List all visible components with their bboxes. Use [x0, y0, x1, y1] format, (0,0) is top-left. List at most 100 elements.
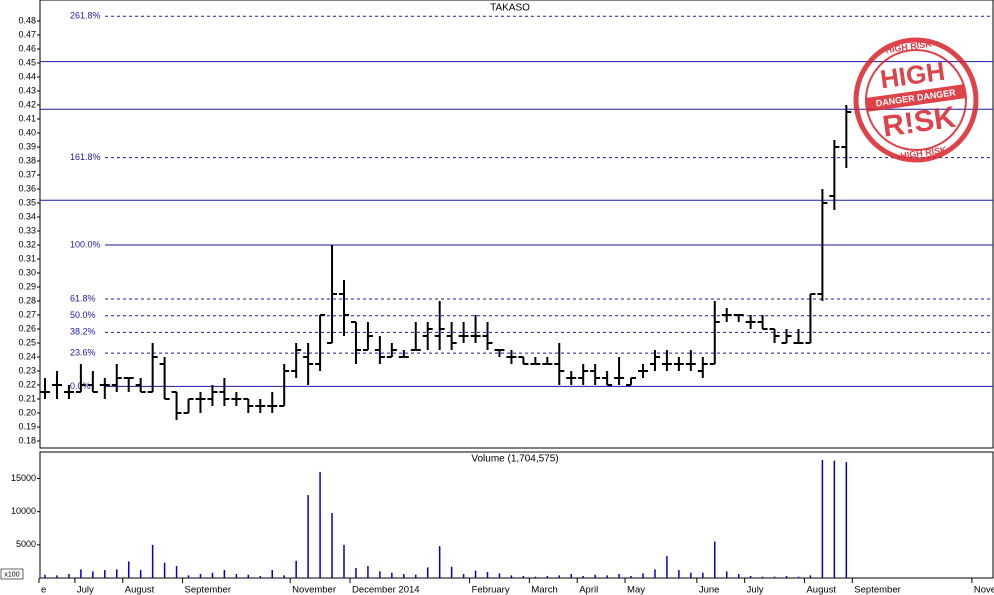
volume-bar [92, 571, 94, 578]
y-tick-label: 0.21 [18, 393, 36, 403]
y-tick-label: 0.44 [18, 71, 36, 81]
x-tick-label: September [854, 585, 900, 595]
volume-bar [235, 574, 238, 578]
volume-bar [283, 575, 285, 578]
volume-bar [151, 544, 154, 578]
volume-bar [606, 575, 608, 578]
volume-bar [821, 459, 824, 578]
volume-bar [546, 576, 549, 578]
volume-bar [426, 567, 429, 578]
y-tick-label: 5000 [16, 539, 36, 549]
volume-bar [56, 575, 58, 578]
volume-bar [462, 574, 465, 578]
y-tick-label: 0.37 [18, 169, 36, 179]
y-tick-label: 0.26 [18, 323, 36, 333]
volume-bar [594, 574, 596, 578]
y-tick-label: 0.38 [18, 155, 36, 165]
x-tick-label: August [125, 585, 155, 595]
fib-label: 161.8% [70, 152, 101, 162]
volume-bar [666, 556, 668, 578]
y-tick-label: 0.41 [18, 113, 36, 123]
volume-bar [534, 576, 537, 578]
volume-bar [307, 495, 309, 578]
unit-box [0, 568, 24, 580]
unit-label: x100 [4, 571, 19, 578]
volume-panel [39, 451, 994, 579]
price-panel [39, 0, 994, 449]
volume-bar [295, 560, 297, 578]
y-tick-label: 0.33 [18, 225, 36, 235]
stamp-top: HIGH RISK [885, 39, 933, 55]
volume-bar [163, 562, 166, 578]
volume-bar [331, 513, 333, 578]
fib-label: 100.0% [70, 239, 101, 249]
y-tick-label: 0.27 [18, 309, 36, 319]
x-tick-label: June [699, 585, 720, 595]
volume-bar [618, 574, 620, 578]
x-tick-label: April [579, 585, 598, 595]
volume-bar [450, 566, 453, 578]
volume-bar [725, 571, 728, 578]
y-tick-label: 0.32 [18, 239, 36, 249]
volume-bar [845, 461, 848, 578]
y-tick-label: 0.20 [18, 407, 36, 417]
volume-bar [438, 546, 441, 578]
x-tick-label: May [627, 585, 645, 595]
y-tick-label: 0.18 [18, 435, 36, 445]
y-tick-label: 0.19 [18, 421, 36, 431]
volume-bar [474, 570, 477, 578]
y-tick-label: 0.25 [18, 337, 36, 347]
volume-bar [833, 460, 836, 578]
volume-bar [690, 572, 692, 578]
volume-bar [582, 576, 584, 578]
volume-bar [714, 541, 716, 578]
volume-bar [809, 575, 812, 578]
volume-title: Volume (1,704,575) [471, 454, 558, 465]
y-tick-label: 0.22 [18, 379, 36, 389]
y-tick-label: 15000 [11, 473, 36, 483]
fib-label: 261.8% [70, 11, 101, 21]
x-tick-label: August [806, 585, 836, 595]
volume-bar [355, 568, 357, 578]
volume-bar [486, 572, 489, 578]
volume-bar [68, 574, 70, 578]
stamp: HIGH RISK HIGH DANGER DANGER R!SK HIGH R… [853, 37, 979, 163]
volume-bar [175, 566, 178, 578]
volume-bar [44, 574, 46, 578]
volume-bar [797, 576, 800, 578]
volume-bar [247, 574, 250, 578]
volume-bar [702, 572, 704, 578]
x-tick-label: February [472, 585, 510, 595]
volume-bar [104, 570, 106, 578]
fib-label: 61.8% [70, 293, 96, 303]
volume-bar [570, 574, 572, 578]
volume-bar [498, 573, 501, 578]
y-tick-label: 0.43 [18, 85, 36, 95]
volume-bar [510, 575, 513, 578]
y-tick-label: 0.36 [18, 183, 36, 193]
y-tick-label: 0.31 [18, 253, 36, 263]
volume-bar [319, 471, 321, 578]
y-tick-label: 0.23 [18, 365, 36, 375]
volume-bar [737, 574, 740, 578]
volume-bar [654, 569, 656, 578]
volume-bar [139, 570, 142, 578]
x-tick-label: November [292, 585, 336, 595]
volume-bar [367, 566, 369, 578]
volume-bar [415, 574, 417, 578]
volume-bar [259, 576, 262, 578]
volume-bar [271, 570, 273, 578]
volume-bar [630, 576, 632, 578]
volume-bar [773, 576, 776, 578]
y-tick-label: 0.42 [18, 99, 36, 109]
x-tick-label: March [531, 585, 557, 595]
y-tick-label: 0.39 [18, 141, 36, 151]
x-tick-label: July [77, 585, 94, 595]
chart-title: TAKASO [490, 3, 530, 14]
y-tick-label: 0.30 [18, 267, 36, 277]
y-tick-label: 0.29 [18, 281, 36, 291]
volume-bar [678, 570, 680, 578]
fib-label: 23.6% [70, 347, 96, 357]
x-tick-label: e [41, 585, 46, 595]
x-tick-label: Nove [974, 585, 994, 595]
